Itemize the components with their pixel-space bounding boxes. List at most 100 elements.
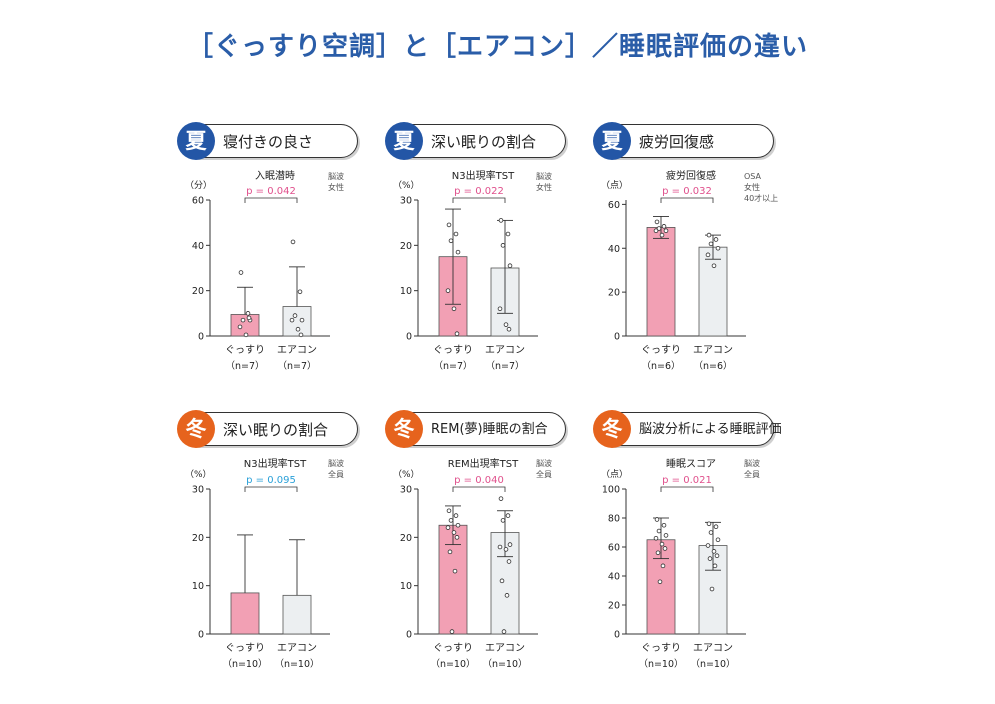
data-point	[454, 331, 460, 337]
data-point	[656, 226, 662, 231]
chart-title: 疲労回復感	[666, 169, 716, 182]
subject-note-line: 女性	[536, 183, 552, 192]
panel-header: 冬 REM(夢)睡眠の割合	[385, 410, 566, 448]
sample-size-label: （n=10）	[274, 658, 319, 670]
data-point	[712, 563, 718, 569]
data-point	[655, 550, 661, 556]
y-tick-label: 20	[608, 288, 620, 299]
data-point	[295, 326, 301, 332]
data-point	[656, 528, 662, 534]
p-value-label: p = 0.042	[246, 186, 296, 197]
data-point	[454, 535, 460, 540]
panel-header-label: 深い眠りの割合	[223, 421, 329, 439]
chart-title: REM出現率TST	[448, 457, 519, 470]
significance-bracket	[660, 197, 714, 203]
y-tick-label: 30	[400, 196, 412, 207]
data-point	[503, 322, 509, 327]
data-point	[706, 521, 712, 527]
season-badge: 夏	[385, 122, 423, 160]
significance-bracket	[244, 486, 298, 492]
data-point	[663, 228, 669, 234]
sample-size-label: （n=7）	[277, 360, 316, 372]
data-point	[711, 549, 717, 554]
x-category-label: エアコン	[485, 345, 525, 356]
season-badge: 夏	[177, 122, 215, 160]
bar-aircon	[282, 594, 312, 635]
data-point	[708, 530, 714, 535]
subject-note-line: 脳波	[744, 459, 760, 468]
bar-chart: REM出現率TST （%） 0 10 20 30 ぐっすり （n=10） エアコン （n=10） p…	[393, 457, 538, 670]
data-point	[711, 263, 717, 269]
chart-title: N3出現率TST	[244, 457, 307, 470]
subject-note-line: 40才以上	[744, 194, 779, 203]
data-point	[501, 629, 507, 634]
data-point	[506, 559, 512, 564]
data-point	[499, 578, 505, 584]
sample-size-label: （n=10）	[222, 658, 267, 670]
y-tick-label: 10	[400, 581, 412, 592]
data-point	[713, 524, 719, 529]
sample-size-label: （n=7）	[485, 360, 524, 372]
y-axis-label: （点）	[601, 469, 628, 480]
data-point	[240, 317, 246, 323]
data-point	[507, 263, 513, 269]
subject-note: 脳波 女性	[536, 171, 552, 193]
x-category-label: ぐっすり	[225, 344, 265, 356]
data-point	[498, 496, 504, 501]
subject-note-line: 女性	[744, 183, 760, 192]
season-badge: 冬	[177, 410, 215, 448]
bar-chart: N3出現率TST （%） 0 10 20 30 ぐっすり （n=10） エアコン （n=10） p …	[185, 457, 330, 670]
data-point	[706, 232, 712, 238]
data-point	[705, 543, 711, 548]
y-tick-label: 0	[406, 332, 412, 343]
sample-size-label: （n=10）	[482, 658, 527, 670]
x-category-label: ぐっすり	[433, 344, 473, 356]
subject-note: 脳波 全員	[744, 458, 760, 480]
sample-size-label: （n=6）	[693, 360, 732, 372]
significance-bracket	[452, 486, 506, 492]
chart-panel-4: 脳波 全員 N3出現率TST （%） 0 10 20 30 ぐっすり （n=10） エアコン （n=1…	[177, 410, 380, 672]
data-point	[289, 317, 295, 323]
chart-title: N3出現率TST	[452, 169, 515, 182]
data-point	[715, 537, 721, 543]
data-point	[290, 239, 296, 245]
data-point	[451, 530, 457, 535]
subject-note: 脳波 全員	[536, 458, 552, 480]
panel-header-label: 脳波分析による睡眠評価	[639, 422, 782, 437]
bar-chart: 疲労回復感 （点） 0 20 40 60 ぐっすり （n=6） エアコン （n=6） p = 0.0…	[601, 169, 746, 372]
data-point	[497, 306, 503, 312]
x-category-label: エアコン	[693, 345, 733, 356]
data-point	[662, 546, 668, 551]
chart-panel-3: OSA 女性 40才以上 疲労回復感 （点） 0 20 40 60 ぐっすり （n=6） エアコン （n…	[593, 122, 796, 384]
significance-bracket	[244, 197, 298, 203]
p-value-label: p = 0.021	[662, 475, 712, 486]
data-point	[654, 517, 660, 522]
season-badge: 冬	[385, 410, 423, 448]
x-category-label: ぐっすり	[225, 642, 265, 654]
data-point	[654, 219, 660, 225]
y-tick-label: 30	[400, 485, 412, 496]
data-point	[500, 243, 506, 248]
subject-note-line: 脳波	[536, 459, 552, 468]
data-point	[453, 513, 459, 518]
data-point	[455, 522, 461, 528]
significance-bracket	[660, 486, 714, 492]
y-tick-label: 60	[192, 196, 204, 207]
y-axis-label: （%）	[393, 469, 420, 480]
p-value-label: p = 0.040	[454, 475, 504, 486]
sample-size-label: （n=7）	[433, 360, 472, 372]
bar-gussuri	[230, 592, 260, 635]
data-point	[448, 238, 454, 244]
data-point	[653, 536, 659, 541]
data-point	[298, 332, 304, 338]
subject-note-line: 女性	[328, 183, 344, 192]
x-category-label: ぐっすり	[433, 642, 473, 654]
y-axis-label: （%）	[185, 469, 212, 480]
data-point	[238, 270, 244, 275]
subject-note-line: 脳波	[328, 172, 344, 181]
y-tick-label: 100	[602, 485, 620, 496]
sample-size-label: （n=10）	[430, 658, 475, 670]
chart-title: 入眠潜時	[255, 169, 295, 182]
y-tick-label: 0	[406, 630, 412, 641]
x-category-label: エアコン	[277, 643, 317, 654]
